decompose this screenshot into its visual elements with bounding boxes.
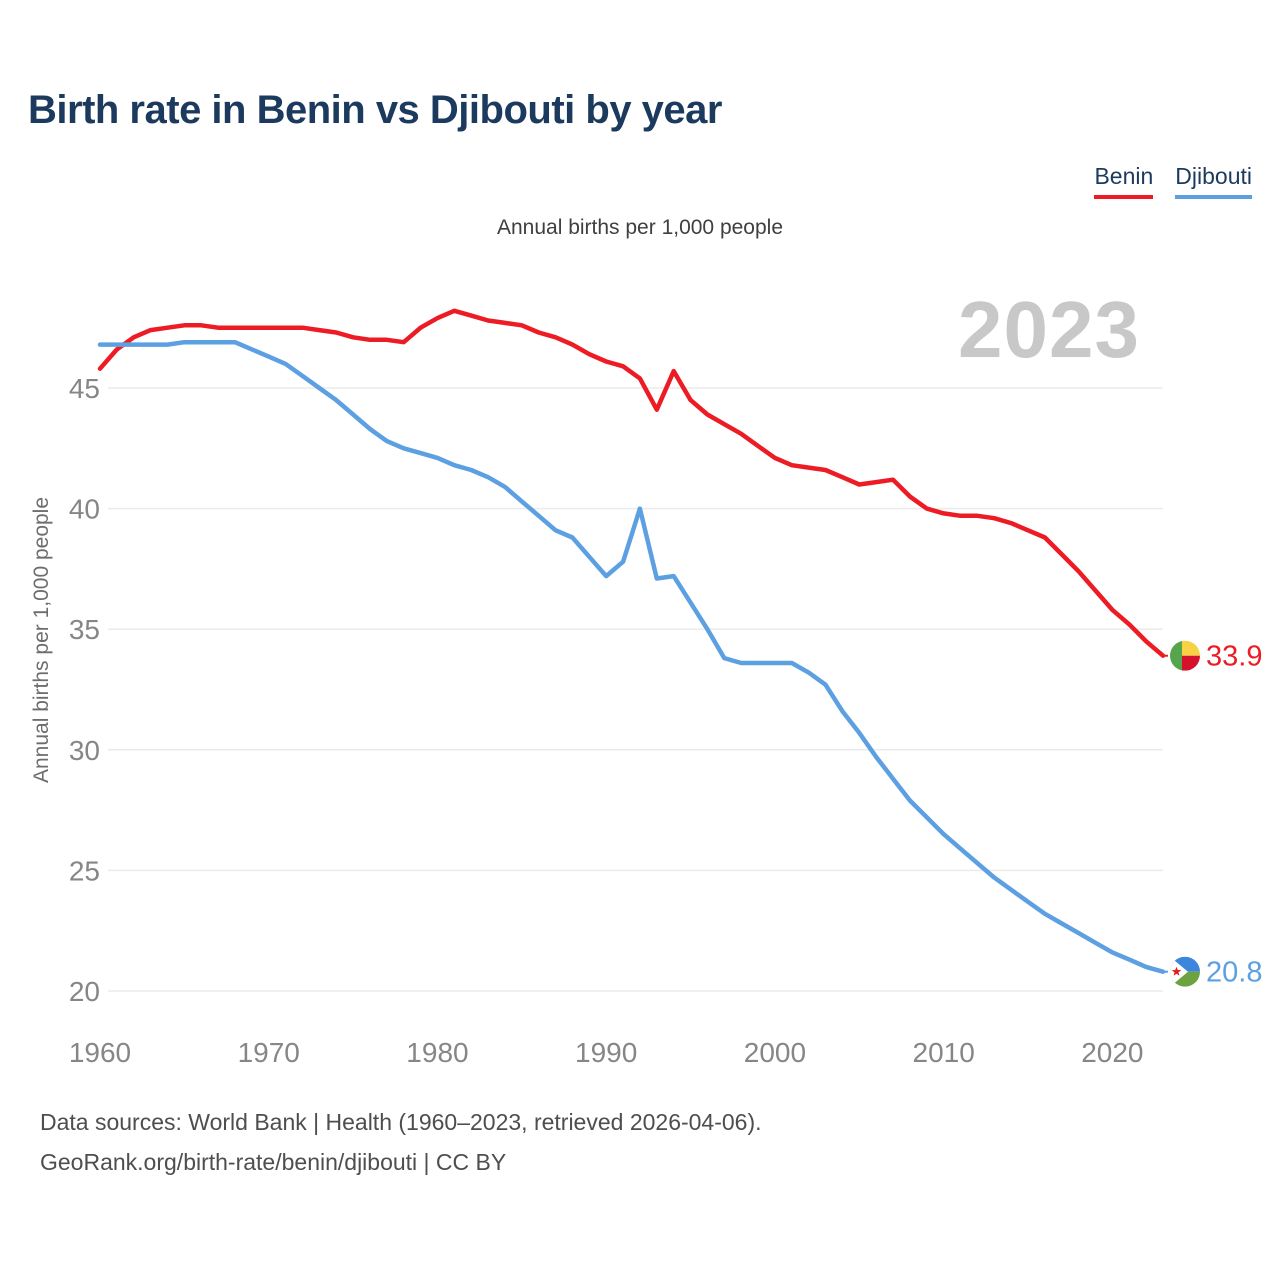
watermark-year: 2023 — [958, 285, 1140, 374]
djibouti-flag-icon — [1170, 956, 1200, 987]
y-tick-label: 20 — [69, 976, 100, 1007]
x-tick-label: 2000 — [744, 1037, 806, 1068]
series-line-benin[interactable] — [97, 308, 1166, 658]
gridlines: 20 25 30 35 40 45 1960 1970 1980 1990 2000 2010 2020 — [69, 373, 1163, 1068]
y-tick-label: 40 — [69, 494, 100, 525]
y-tick-label: 30 — [69, 735, 100, 766]
footer: Data sources: World Bank | Health (1960–… — [40, 1102, 762, 1182]
end-value-label-djibouti: 20.8 — [1206, 957, 1262, 989]
legend-item-djibouti[interactable]: Djibouti — [1175, 163, 1252, 199]
y-tick-label: 25 — [69, 855, 100, 886]
legend-item-benin[interactable]: Benin — [1094, 163, 1154, 199]
x-tick-label: 1990 — [575, 1037, 637, 1068]
y-tick-label: 35 — [69, 614, 100, 645]
x-tick-label: 2020 — [1081, 1037, 1143, 1068]
y-tick-label: 45 — [69, 373, 100, 404]
chart-title: Birth rate in Benin vs Djibouti by year — [28, 88, 722, 132]
benin-flag-icon — [1170, 640, 1200, 671]
data-sources-line: Data sources: World Bank | Health (1960–… — [40, 1109, 762, 1135]
x-tick-label: 1970 — [238, 1037, 300, 1068]
end-value-label-benin: 33.9 — [1206, 641, 1262, 673]
x-tick-label: 2010 — [913, 1037, 975, 1068]
legend: Benin Djibouti — [1094, 163, 1252, 199]
x-tick-label: 1980 — [406, 1037, 468, 1068]
series-line-djibouti[interactable] — [97, 339, 1166, 974]
x-tick-label: 1960 — [69, 1037, 131, 1068]
chart-subtitle: Annual births per 1,000 people — [496, 216, 784, 239]
attribution-line: GeoRank.org/birth-rate/benin/djibouti | … — [40, 1149, 507, 1175]
